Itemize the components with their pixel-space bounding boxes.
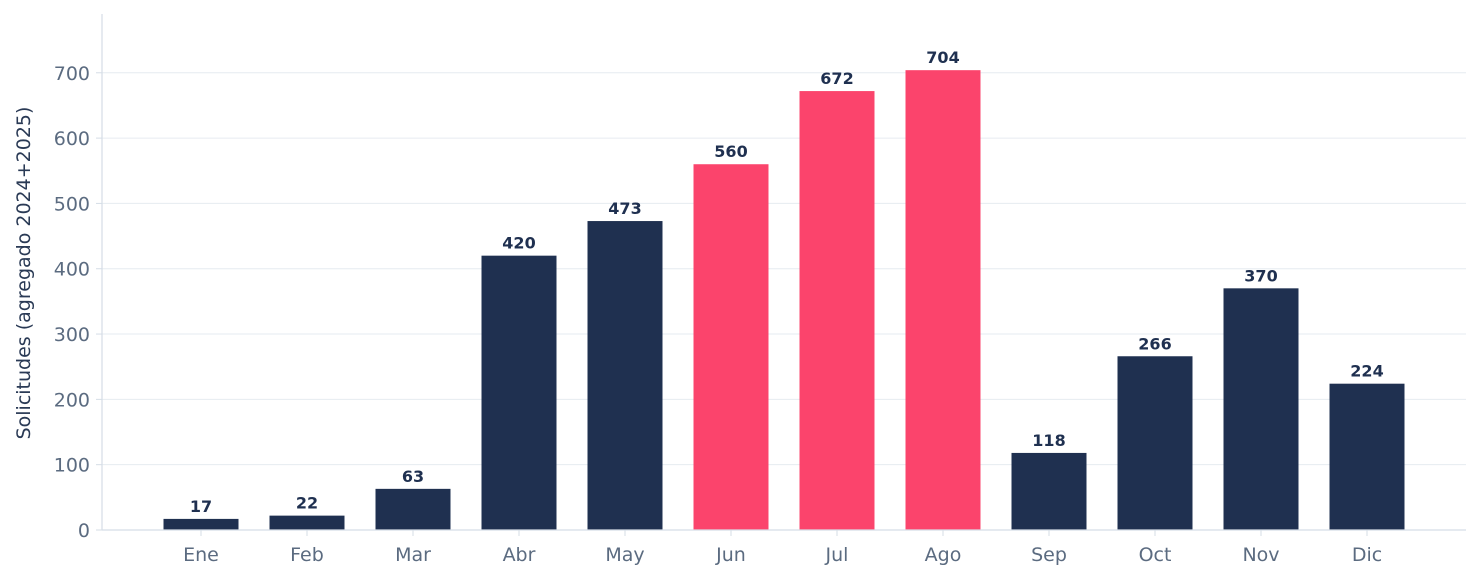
y-tick-label: 500 bbox=[54, 193, 90, 215]
data-label-jul: 672 bbox=[820, 69, 853, 88]
y-tick-label: 100 bbox=[54, 455, 90, 477]
bars: 17 22 63 420 473 560 672 704 118 266 370 224 bbox=[163, 48, 1405, 530]
x-axis-ticks: Ene Feb Mar Abr May Jun Jul Ago Sep Oct Nov Dic bbox=[183, 530, 1382, 566]
y-tick-label: 300 bbox=[54, 324, 90, 346]
y-tick-label: 600 bbox=[54, 128, 90, 150]
bar-mar bbox=[375, 488, 451, 530]
data-label-may: 473 bbox=[608, 199, 641, 218]
bar-sep bbox=[1011, 452, 1087, 530]
x-tick-label-may: May bbox=[605, 544, 644, 566]
bar-abr bbox=[481, 255, 557, 530]
x-tick-label-ago: Ago bbox=[925, 544, 962, 566]
data-label-feb: 22 bbox=[296, 494, 318, 513]
x-tick-label-sep: Sep bbox=[1031, 544, 1067, 566]
bar-jun bbox=[693, 164, 769, 530]
bar-dic bbox=[1329, 383, 1405, 530]
x-tick-label-oct: Oct bbox=[1139, 544, 1172, 566]
data-label-jun: 560 bbox=[714, 142, 747, 161]
x-tick-label-feb: Feb bbox=[290, 544, 324, 566]
x-tick-label-dic: Dic bbox=[1352, 544, 1382, 566]
data-label-mar: 63 bbox=[402, 467, 424, 486]
y-tick-label: 700 bbox=[54, 63, 90, 85]
bar-ene bbox=[163, 518, 239, 530]
x-tick-label-ene: Ene bbox=[183, 544, 219, 566]
data-label-ene: 17 bbox=[190, 497, 212, 516]
x-tick-label-jun: Jun bbox=[715, 544, 746, 566]
bar-oct bbox=[1117, 356, 1193, 530]
bar-may bbox=[587, 221, 663, 530]
y-axis-title: Solicitudes (agregado 2024+2025) bbox=[13, 107, 35, 440]
y-axis-ticks: 0 100 200 300 400 500 600 700 bbox=[54, 63, 102, 542]
y-tick-label: 400 bbox=[54, 259, 90, 281]
data-label-dic: 224 bbox=[1350, 362, 1383, 381]
data-label-sep: 118 bbox=[1032, 431, 1065, 450]
bar-ago bbox=[905, 70, 981, 530]
data-label-nov: 370 bbox=[1244, 266, 1277, 285]
data-label-abr: 420 bbox=[502, 234, 535, 253]
data-label-oct: 266 bbox=[1138, 334, 1171, 353]
data-label-ago: 704 bbox=[926, 48, 959, 67]
x-tick-label-abr: Abr bbox=[503, 544, 536, 566]
x-tick-label-mar: Mar bbox=[395, 544, 431, 566]
x-tick-label-jul: Jul bbox=[825, 544, 849, 566]
y-tick-label: 200 bbox=[54, 389, 90, 411]
x-tick-label-nov: Nov bbox=[1242, 544, 1279, 566]
bar-jul bbox=[799, 91, 875, 530]
axes bbox=[101, 14, 1466, 531]
bar-nov bbox=[1223, 288, 1299, 530]
y-tick-label: 0 bbox=[78, 520, 90, 542]
bar-feb bbox=[269, 515, 345, 530]
gridlines bbox=[102, 72, 1466, 466]
